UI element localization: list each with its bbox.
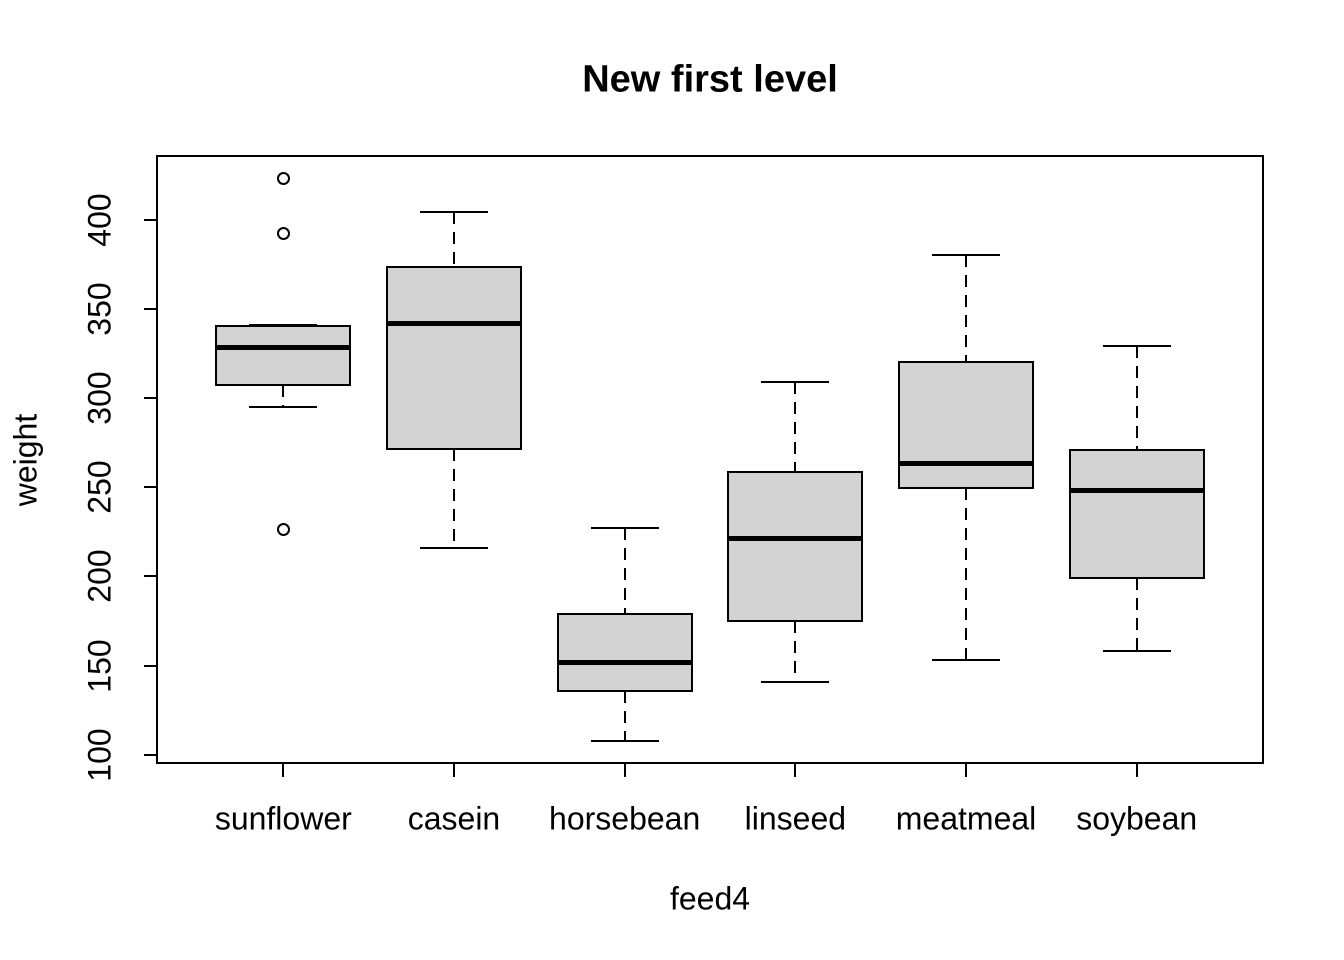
x-tick-label-meatmeal: meatmeal [895,800,1037,837]
y-tick [144,664,157,667]
outlier-point-sunflower [276,171,290,185]
whisker-cap-upper-casein [419,211,488,214]
outlier-point-sunflower [276,523,290,537]
box-horsebean [556,612,693,692]
median-linseed [727,536,864,542]
whisker-lower-linseed [794,620,797,682]
y-tick-label: 150 [81,638,118,693]
median-meatmeal [898,461,1035,467]
x-tick [623,764,626,777]
chart-title: New first level [582,58,838,101]
median-horsebean [556,660,693,666]
whisker-lower-casein [452,448,455,548]
box-meatmeal [898,361,1035,490]
whisker-cap-lower-casein [419,546,488,549]
x-tick-label-sunflower: sunflower [214,800,352,837]
y-axis-title: weight [7,413,44,507]
y-tick-label: 100 [81,728,118,782]
whisker-lower-meatmeal [965,488,968,661]
whisker-cap-lower-horsebean [590,739,659,742]
y-tick [144,307,157,310]
x-tick [794,764,797,777]
x-tick-label-soybean: soybean [1076,800,1198,837]
whisker-lower-soybean [1135,578,1138,652]
whisker-cap-lower-linseed [761,680,830,683]
whisker-cap-lower-meatmeal [932,659,1001,662]
y-tick [144,396,157,399]
x-tick [452,764,455,777]
x-tick-label-casein: casein [407,800,501,837]
box-casein [385,265,522,450]
median-soybean [1068,488,1205,494]
y-tick [144,575,157,578]
whisker-cap-upper-soybean [1102,345,1171,348]
y-tick-label: 200 [81,549,118,604]
whisker-upper-meatmeal [965,255,968,363]
x-tick [1135,764,1138,777]
whisker-upper-horsebean [623,528,626,614]
whisker-cap-lower-sunflower [249,405,318,408]
y-tick-label: 300 [81,371,118,425]
y-tick [144,486,157,489]
whisker-cap-upper-linseed [761,380,830,383]
whisker-cap-upper-meatmeal [932,254,1001,257]
median-sunflower [215,345,352,351]
median-casein [385,320,522,326]
x-tick-label-linseed: linseed [744,800,847,837]
whisker-cap-upper-horsebean [590,527,659,530]
y-tick [144,218,157,221]
whisker-upper-linseed [794,381,797,472]
x-tick [965,764,968,777]
x-axis-title: feed4 [669,880,751,917]
whisker-lower-sunflower [282,384,285,407]
y-tick [144,753,157,756]
whisker-upper-casein [452,212,455,267]
y-tick-label: 250 [81,460,118,514]
plot-area-border [156,155,1264,764]
y-tick-label: 400 [81,192,118,247]
box-linseed [727,470,864,622]
whisker-upper-soybean [1135,346,1138,450]
box-sunflower [215,324,352,386]
box-soybean [1068,448,1205,580]
x-tick-label-horsebean: horsebean [549,800,701,837]
outlier-point-sunflower [276,227,290,241]
x-tick [282,764,285,777]
y-tick-label: 350 [81,282,118,336]
whisker-lower-horsebean [623,690,626,741]
whisker-cap-lower-soybean [1102,650,1171,653]
